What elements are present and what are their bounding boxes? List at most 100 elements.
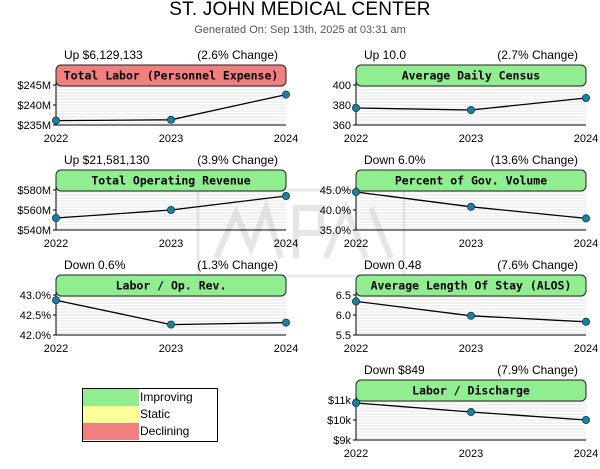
- y-tick-label: $10k: [327, 415, 351, 427]
- data-point: [466, 408, 475, 417]
- change-percent: (7.9% Change): [497, 363, 578, 377]
- change-percent: (1.3% Change): [197, 258, 278, 272]
- y-tick-label: 45.0%: [320, 185, 351, 197]
- change-percent: (7.6% Change): [497, 258, 578, 272]
- data-point: [281, 90, 290, 99]
- change-summary: Up $6,129,133: [64, 48, 143, 62]
- data-point: [352, 104, 361, 113]
- data-point: [581, 416, 590, 425]
- y-tick-label: 360: [333, 120, 351, 132]
- y-tick-label: $235M: [17, 120, 51, 132]
- legend-swatch-improving: [83, 389, 139, 406]
- y-tick-label: $580M: [17, 185, 51, 197]
- chart-title-box: [355, 169, 587, 192]
- data-point: [581, 317, 590, 326]
- x-tick-label: 2022: [44, 238, 68, 250]
- y-tick-label: 42.0%: [20, 330, 51, 342]
- y-tick-label: 6.5: [336, 290, 351, 302]
- legend-item-declining: Declining: [83, 423, 217, 440]
- chart-title-box: [355, 379, 587, 402]
- chart-title-box: [355, 274, 587, 297]
- data-point: [52, 296, 61, 305]
- chart-title: Total Labor (Personnel Expense): [64, 69, 279, 83]
- legend-item-static: Static: [83, 406, 217, 423]
- x-tick-label: 2022: [44, 343, 68, 355]
- x-tick-label: 2022: [44, 133, 68, 145]
- chart-percent-of-gov-volume: Down 6.0% (13.6% Change) 35.0% 40.0% 45.0% 20…: [320, 153, 598, 250]
- page-title: ST. JOHN MEDICAL CENTER: [169, 0, 431, 20]
- change-summary: Down 0.6%: [64, 258, 126, 272]
- chart-labor-discharge: Down $849 (7.9% Change) $9k $10k $11k 2022 202…: [327, 363, 598, 460]
- legend-swatch-static: [83, 406, 139, 423]
- legend-label-declining: Declining: [140, 424, 190, 438]
- x-tick-label: 2024: [574, 133, 598, 145]
- data-point: [166, 320, 175, 329]
- x-tick-label: 2023: [159, 343, 183, 355]
- x-tick-label: 2023: [159, 238, 183, 250]
- y-tick-label: $245M: [17, 80, 51, 92]
- y-tick-label: $11k: [328, 395, 352, 407]
- chart-panel-total-labor-personnel-expense: Up $6,129,133 (2.6% Change) $235M $240M $245…: [0, 48, 298, 154]
- chart-title-box: [355, 64, 587, 87]
- status-legend: Improving Static Declining: [82, 388, 218, 442]
- x-tick-label: 2023: [459, 343, 483, 355]
- chart-panel-average-length-of-stay-alos: Down 0.48 (7.6% Change) 5.5 6.0 6.5 2022 2023 2…: [300, 258, 599, 364]
- data-point: [52, 214, 61, 223]
- grid-lines: [356, 401, 586, 439]
- x-tick-label: 2022: [344, 133, 368, 145]
- y-tick-label: 5.5: [336, 330, 351, 342]
- chart-title: Average Length Of Stay (ALOS): [371, 279, 572, 293]
- y-tick-label: 43.0%: [20, 290, 51, 302]
- legend-label-improving: Improving: [140, 390, 193, 404]
- change-percent: (2.7% Change): [497, 48, 578, 62]
- y-tick-label: $540M: [17, 225, 51, 237]
- change-summary: Up $21,581,130: [64, 153, 150, 167]
- chart-panel-labor-op-rev: Down 0.6% (1.3% Change) 42.0% 42.5% 43.0% 202…: [0, 258, 298, 364]
- chart-panel-total-operating-revenue: Up $21,581,130 (3.9% Change) $540M $560M $58…: [0, 153, 298, 259]
- data-point: [581, 94, 590, 103]
- chart-title: Labor / Op. Rev.: [116, 279, 227, 293]
- chart-panel-percent-of-gov-volume: Down 6.0% (13.6% Change) 35.0% 40.0% 45.0% 20…: [300, 153, 598, 259]
- change-percent: (3.9% Change): [197, 153, 278, 167]
- chart-total-labor-personnel-expense: Up $6,129,133 (2.6% Change) $235M $240M $245…: [17, 48, 298, 145]
- x-tick-label: 2023: [459, 133, 483, 145]
- y-tick-label: $560M: [17, 205, 51, 217]
- x-tick-label: 2022: [344, 238, 368, 250]
- y-tick-label: 380: [333, 100, 351, 112]
- generated-timestamp: Generated On: Sep 13th, 2025 at 03:31 am: [194, 24, 406, 36]
- x-tick-label: 2024: [274, 133, 298, 145]
- data-point: [581, 214, 590, 223]
- y-tick-label: 6.0: [336, 310, 351, 322]
- change-summary: Up 10.0: [364, 48, 406, 62]
- x-tick-label: 2024: [574, 448, 598, 460]
- y-tick-label: 400: [333, 80, 351, 92]
- chart-total-operating-revenue: Up $21,581,130 (3.9% Change) $540M $560M $58…: [17, 153, 298, 250]
- chart-title-box: [55, 274, 287, 297]
- y-tick-label: 40.0%: [320, 205, 351, 217]
- data-point: [352, 188, 361, 197]
- x-tick-label: 2023: [459, 448, 483, 460]
- grid-lines: [356, 191, 586, 229]
- chart-panel-average-daily-census: Up 10.0 (2.7% Change) 360 380 400 2022 2023 202…: [300, 48, 599, 154]
- chart-title-box: [55, 64, 287, 87]
- x-tick-label: 2023: [159, 133, 183, 145]
- change-summary: Down 0.48: [364, 258, 422, 272]
- legend-item-improving: Improving: [83, 389, 217, 406]
- y-tick-label: 35.0%: [320, 225, 351, 237]
- y-tick-label: 42.5%: [20, 310, 51, 322]
- data-point: [352, 297, 361, 306]
- chart-panel-labor-discharge: Down $849 (7.9% Change) $9k $10k $11k 2022 202…: [300, 363, 598, 469]
- chart-labor-op-rev: Down 0.6% (1.3% Change) 42.0% 42.5% 43.0% 202…: [20, 258, 298, 355]
- data-point: [466, 202, 475, 211]
- legend-swatch-declining: [83, 423, 139, 440]
- change-percent: (2.6% Change): [197, 48, 278, 62]
- chart-average-length-of-stay-alos: Down 0.48 (7.6% Change) 5.5 6.0 6.5 2022 2023 2…: [336, 258, 599, 355]
- watermark-logo: [196, 188, 406, 278]
- data-point: [466, 106, 475, 115]
- x-tick-label: 2024: [574, 343, 598, 355]
- y-tick-label: $240M: [17, 100, 51, 112]
- x-tick-label: 2022: [344, 448, 368, 460]
- x-tick-label: 2024: [274, 238, 298, 250]
- change-percent: (13.6% Change): [491, 153, 578, 167]
- data-point: [52, 116, 61, 125]
